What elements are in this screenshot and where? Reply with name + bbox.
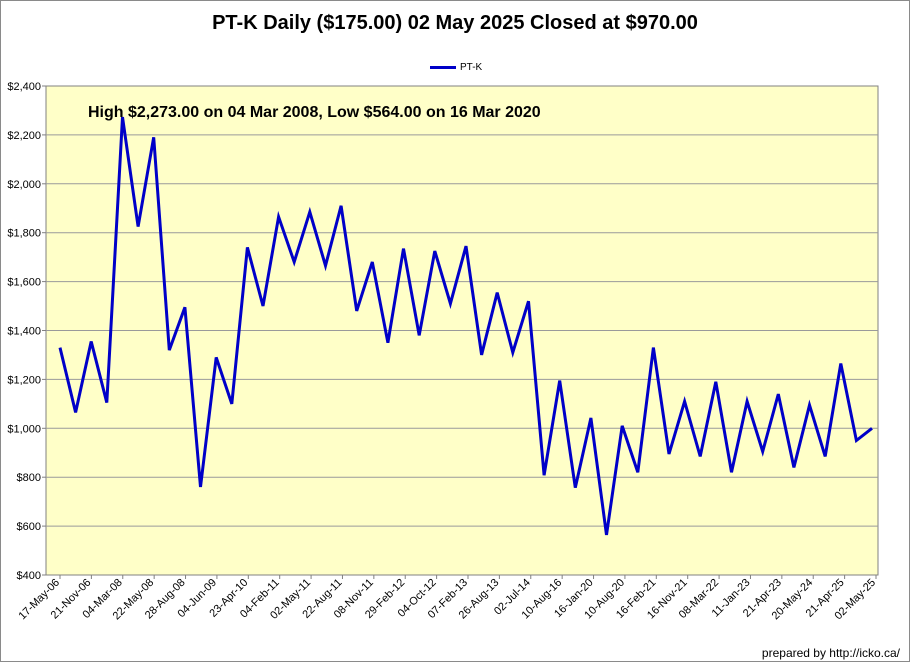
y-tick-label: $400 [17, 570, 41, 582]
series-line-pt-k [58, 116, 873, 536]
y-tick-label: $2,400 [7, 81, 41, 93]
y-tick-label: $1,400 [7, 326, 41, 338]
legend: PT-K [430, 62, 482, 73]
legend-swatch [430, 66, 456, 69]
y-tick-label: $2,200 [7, 130, 41, 142]
high-low-annotation: High $2,273.00 on 04 Mar 2008, Low $564.… [88, 104, 541, 121]
y-tick-label: $2,000 [7, 179, 41, 191]
y-tick-label: $1,000 [7, 423, 41, 435]
y-tick-label: $1,200 [7, 374, 41, 386]
y-tick-label: $600 [17, 521, 41, 533]
y-tick-label: $800 [17, 472, 41, 484]
chart-title: PT-K Daily ($175.00) 02 May 2025 Closed … [212, 12, 698, 34]
y-tick-label: $1,800 [7, 228, 41, 240]
legend-label: PT-K [460, 62, 483, 73]
y-tick-label: $1,600 [7, 277, 41, 289]
credit-text: prepared by http://icko.ca/ [761, 646, 900, 660]
